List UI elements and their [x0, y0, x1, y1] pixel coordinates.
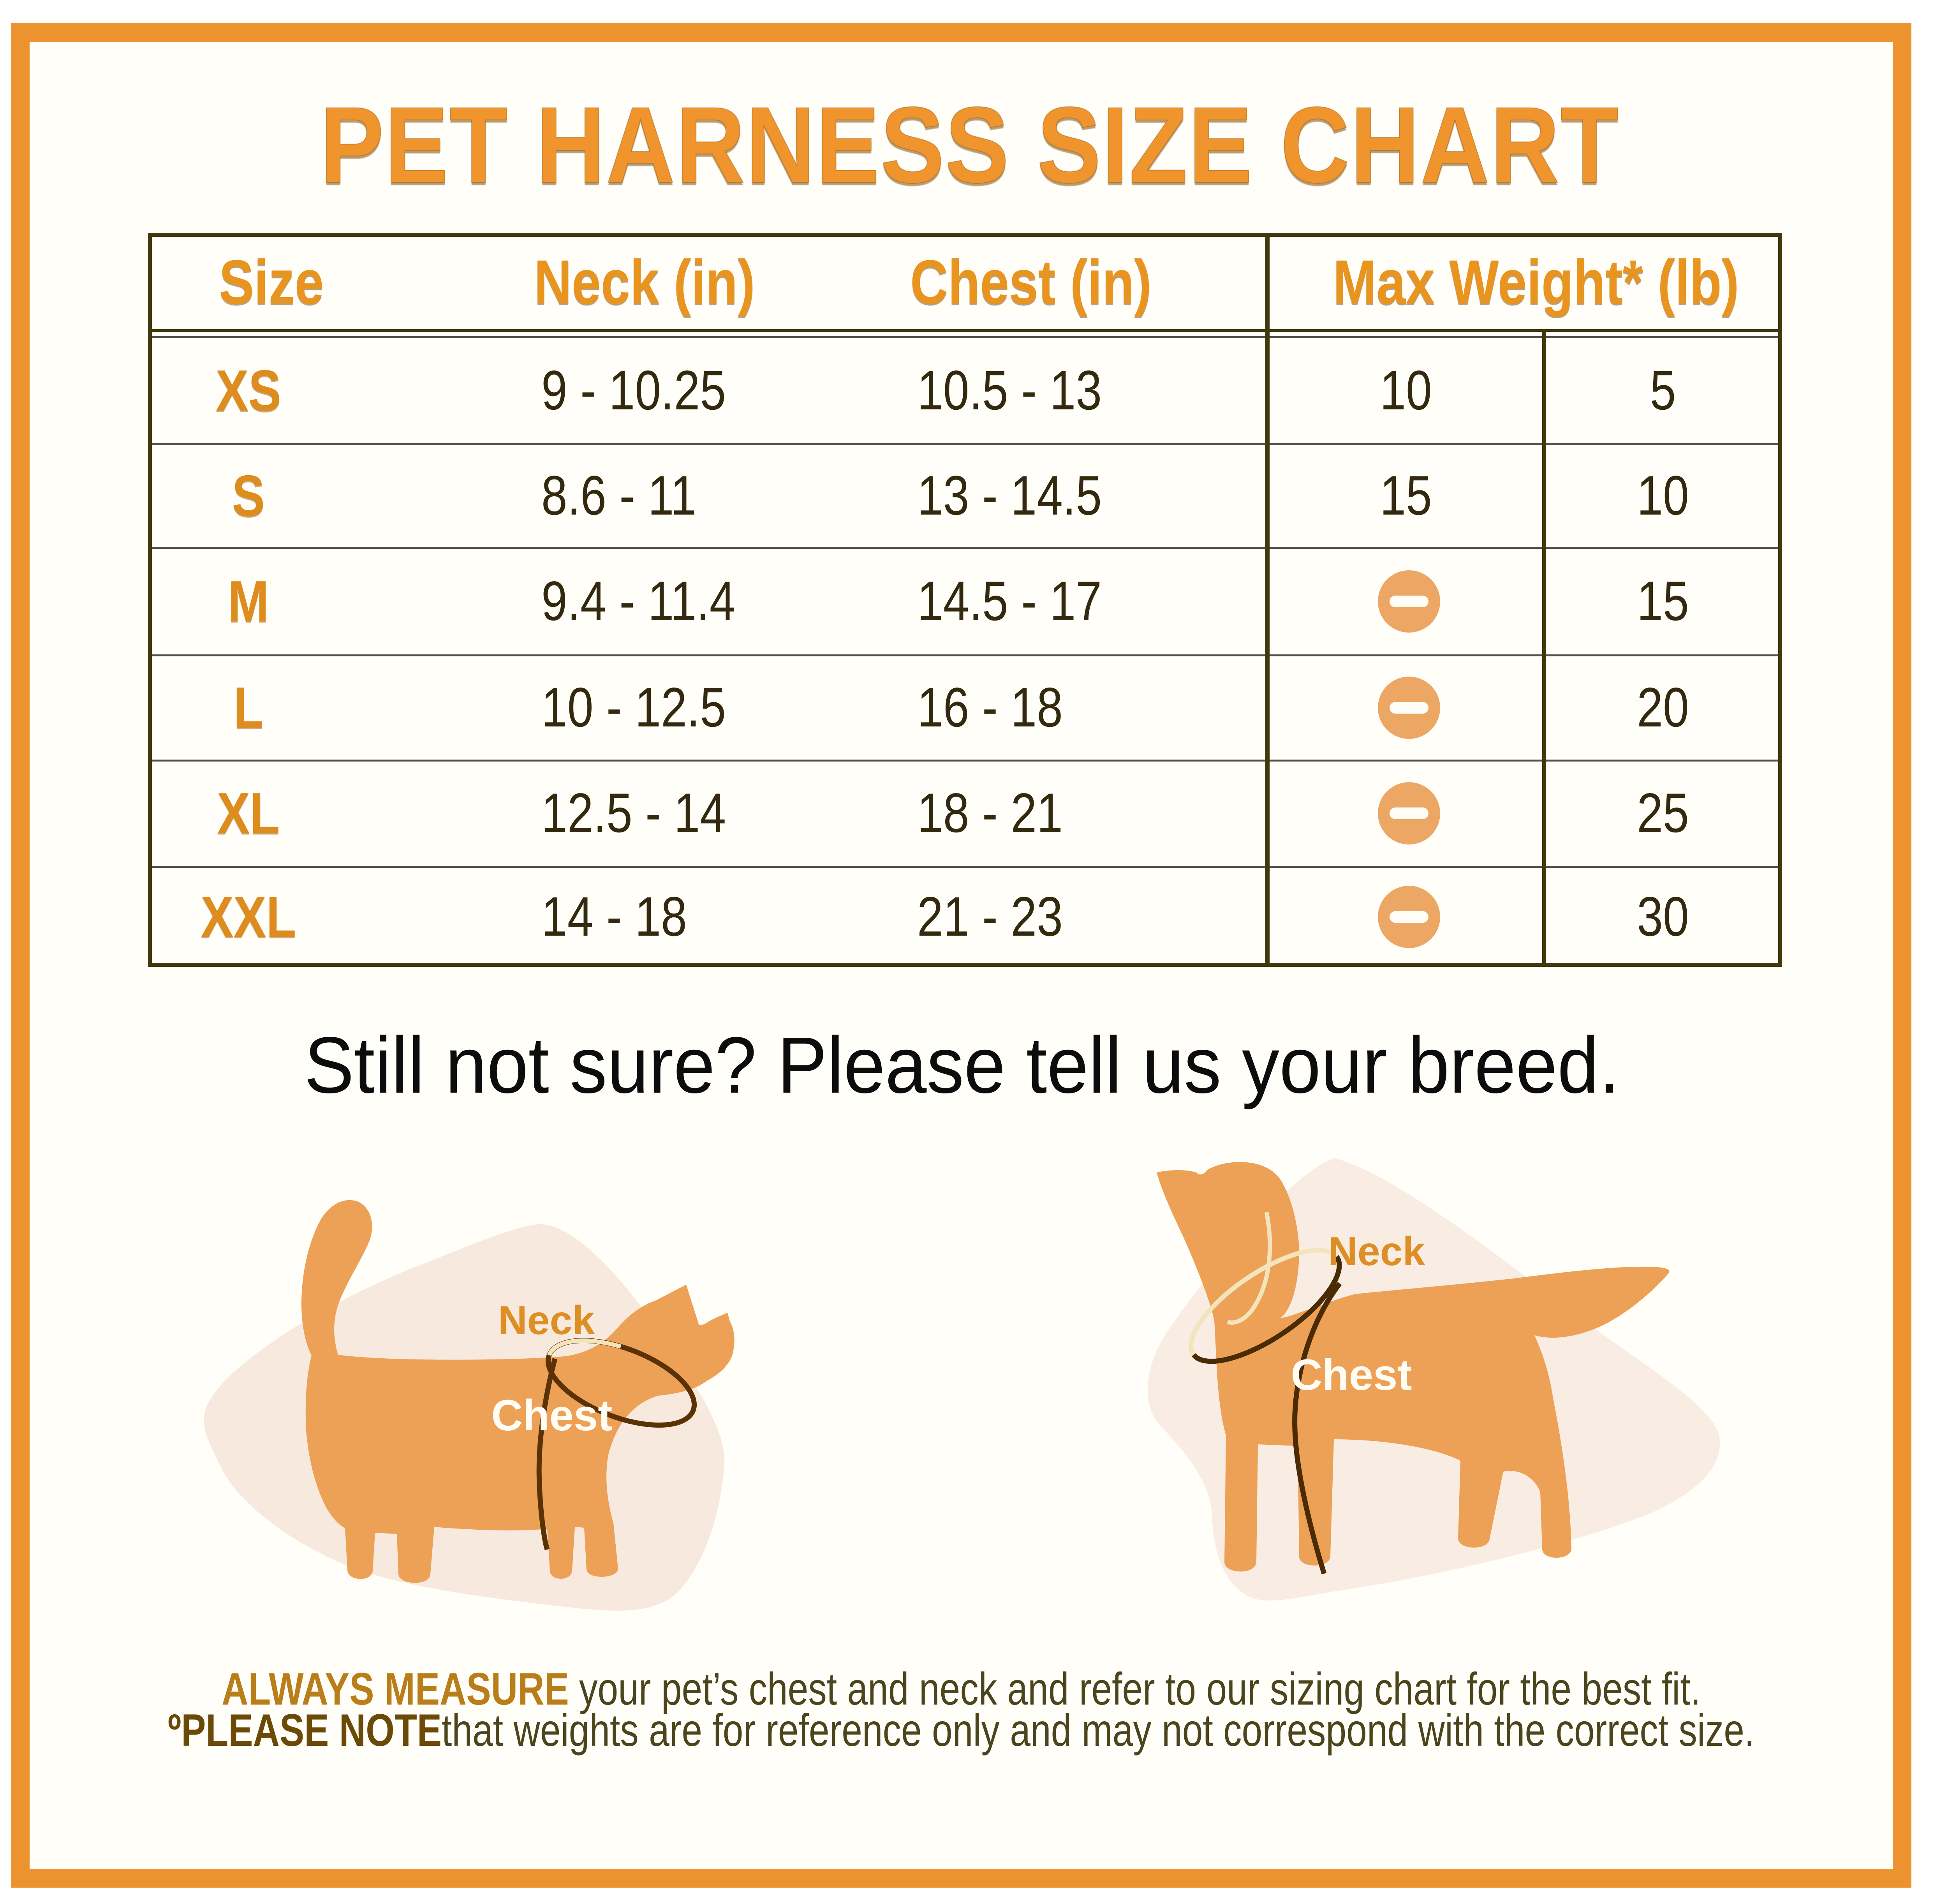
svg-text:Chest: Chest: [1291, 1350, 1412, 1399]
svg-text:Chest: Chest: [491, 1391, 612, 1440]
svg-text:Neck: Neck: [1328, 1229, 1425, 1274]
svg-text:Neck: Neck: [498, 1298, 595, 1343]
